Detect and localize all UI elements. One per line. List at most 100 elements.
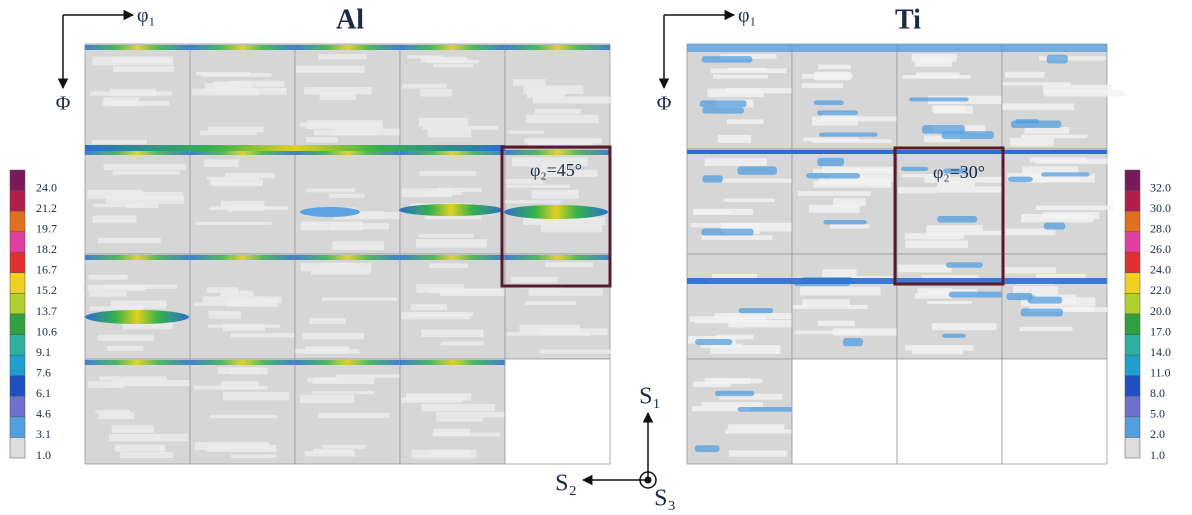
- band: [817, 157, 845, 166]
- colorbar-swatch: [9, 231, 26, 253]
- colorbar-swatch: [9, 293, 26, 315]
- texture: [195, 442, 269, 451]
- colorbar-label: 4.6: [36, 407, 51, 421]
- texture: [1012, 286, 1059, 295]
- colorbar-label: 13.7: [36, 304, 57, 318]
- texture: [808, 204, 860, 213]
- band: [702, 107, 744, 114]
- band: [943, 168, 968, 174]
- band: [190, 45, 295, 50]
- texture: [405, 393, 472, 401]
- texture: [1022, 166, 1079, 174]
- texture: [1019, 326, 1073, 332]
- texture: [926, 225, 983, 232]
- odf-cell: [504, 358, 611, 465]
- texture: [226, 298, 279, 307]
- band: [190, 150, 295, 155]
- texture: [307, 350, 340, 355]
- texture: [432, 432, 501, 437]
- texture: [802, 299, 850, 307]
- texture: [830, 174, 911, 183]
- texture: [97, 237, 161, 244]
- texture: [104, 284, 178, 289]
- axis-label: φ₁: [738, 5, 757, 27]
- texture: [710, 345, 781, 354]
- texture: [532, 96, 612, 104]
- texture: [220, 200, 265, 208]
- texture: [801, 83, 844, 89]
- texture: [793, 304, 868, 310]
- texture: [725, 429, 798, 434]
- texture: [208, 126, 264, 133]
- colorbar-swatch: [1124, 396, 1141, 418]
- texture: [1002, 82, 1071, 86]
- odf-cell: [791, 43, 898, 150]
- colorbar-swatch: [1124, 210, 1141, 232]
- texture: [93, 203, 142, 208]
- band: [694, 445, 720, 453]
- texture: [302, 332, 364, 340]
- colorbar-swatch: [1124, 190, 1141, 212]
- colorbar-swatch: [9, 252, 26, 274]
- texture: [917, 288, 953, 296]
- odf-cell: [1001, 148, 1108, 255]
- texture: [1043, 84, 1113, 94]
- band: [505, 150, 610, 155]
- colorbar-swatch: [1124, 334, 1141, 356]
- texture: [1004, 267, 1056, 274]
- colorbar-label: 5.0: [1150, 407, 1165, 421]
- band: [695, 339, 733, 345]
- texture: [1009, 137, 1054, 147]
- band: [400, 45, 505, 50]
- colorbar-label: 32.0: [1150, 180, 1171, 194]
- colorbar-swatch: [1124, 354, 1141, 376]
- texture: [114, 444, 166, 452]
- texture: [418, 117, 469, 127]
- band: [505, 255, 610, 260]
- colorbar-label: 20.0: [1150, 304, 1171, 318]
- texture: [717, 134, 752, 143]
- texture: [312, 377, 375, 385]
- texture: [106, 196, 184, 204]
- texture: [428, 288, 502, 294]
- band: [806, 173, 861, 179]
- texture: [433, 64, 474, 68]
- odf-sections: [84, 43, 1126, 465]
- colorbar-label: 3.1: [36, 427, 51, 441]
- texture: [692, 381, 731, 388]
- texture: [90, 91, 172, 96]
- texture: [335, 211, 385, 217]
- colorbar-swatch: [9, 354, 26, 376]
- texture: [437, 187, 482, 193]
- band: [295, 360, 400, 365]
- colorbar-label: 24.0: [1150, 263, 1171, 277]
- texture: [927, 95, 1010, 105]
- texture: [728, 450, 788, 457]
- band: [817, 110, 858, 116]
- texture: [728, 319, 793, 328]
- colorbar-label: 16.7: [36, 263, 57, 277]
- texture: [440, 341, 485, 346]
- texture: [523, 216, 606, 225]
- texture: [691, 406, 751, 412]
- odf-cell: [504, 253, 611, 360]
- texture: [125, 202, 159, 209]
- band: [702, 175, 723, 183]
- colorbar-label: 19.7: [36, 221, 57, 235]
- odf-cell: [399, 358, 506, 465]
- texture: [1005, 228, 1056, 236]
- texture: [313, 448, 354, 454]
- texture: [505, 184, 570, 188]
- texture: [95, 409, 131, 414]
- colorbar-label: 10.6: [36, 324, 57, 338]
- texture: [206, 287, 239, 293]
- colorbar-label: 17.0: [1150, 324, 1171, 338]
- colorbar-swatch: [9, 334, 26, 356]
- texture: [420, 88, 453, 97]
- odf-cell: [294, 148, 401, 255]
- texture: [195, 221, 272, 226]
- band: [190, 255, 295, 260]
- colorbar-label: 26.0: [1150, 242, 1171, 256]
- peak: [300, 207, 360, 217]
